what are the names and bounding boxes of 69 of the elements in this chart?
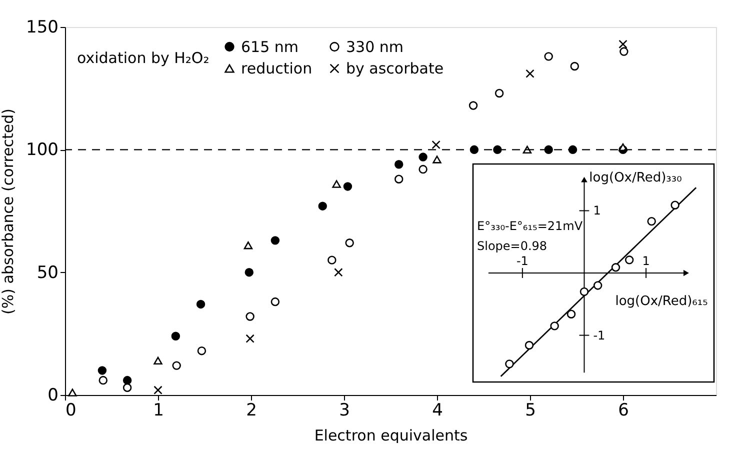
legend-label: by ascorbate	[346, 60, 444, 78]
annotation: Slope=0.98	[477, 239, 548, 253]
x-tick-label: 0	[66, 400, 76, 420]
point	[505, 360, 514, 368]
point	[154, 386, 162, 394]
point	[468, 101, 478, 110]
point	[196, 300, 206, 309]
point	[432, 156, 442, 164]
point	[171, 332, 180, 340]
legend-label: reduction	[241, 60, 312, 78]
point	[580, 287, 589, 296]
point	[332, 180, 341, 188]
point	[244, 241, 253, 250]
point	[154, 356, 162, 365]
legend-title: oxidation by H₂O₂	[77, 49, 210, 67]
y-tick-label: 50	[36, 262, 58, 283]
point	[647, 216, 656, 226]
point	[611, 263, 620, 272]
x-tick-label: 6	[618, 400, 629, 420]
point	[394, 174, 404, 184]
point	[670, 200, 680, 210]
point	[418, 164, 428, 174]
point	[270, 297, 280, 306]
point	[246, 312, 254, 321]
point	[418, 152, 428, 162]
point	[343, 182, 352, 191]
point	[68, 388, 77, 396]
point	[122, 383, 132, 392]
point	[122, 376, 132, 385]
point	[270, 236, 280, 245]
point	[197, 346, 206, 356]
annotation: E°₃₃₀-E°₆₁₅=21mV	[477, 219, 584, 233]
y-tick-label: 0	[48, 386, 58, 406]
y-tick-label: 100	[26, 140, 58, 160]
y-tick-label: 150	[26, 18, 58, 38]
point	[318, 202, 327, 210]
point	[172, 361, 181, 370]
point	[328, 256, 336, 264]
point	[593, 281, 602, 290]
legend-label: 615 nm	[241, 38, 299, 56]
y-axis-title: (%) absorbance (corrected)	[0, 108, 18, 315]
legend-label: 330 nm	[346, 38, 404, 56]
point	[620, 47, 628, 56]
point	[334, 268, 343, 277]
point	[394, 160, 404, 169]
point	[544, 52, 553, 61]
x-tick-label: 4	[432, 400, 443, 420]
x-axis-title: log(Ox/Red)₆₁₅	[615, 294, 708, 310]
y-axis-title: log(Ox/Red)₃₃₀	[589, 170, 682, 186]
x-tick-label: 1	[153, 400, 164, 420]
point	[98, 366, 107, 375]
point	[566, 310, 576, 318]
point	[345, 238, 354, 248]
point	[618, 40, 628, 49]
point	[550, 322, 559, 330]
point	[246, 334, 254, 343]
x-tick-label: 3	[339, 400, 350, 420]
point	[526, 69, 534, 78]
point	[570, 62, 579, 71]
point	[432, 140, 440, 150]
point	[493, 145, 502, 154]
x-tick-label: 2	[246, 400, 257, 420]
point	[494, 88, 504, 98]
point	[624, 256, 634, 264]
point	[244, 268, 254, 277]
point	[544, 145, 553, 154]
point	[524, 340, 534, 350]
point	[98, 376, 108, 385]
x-tick-label: 5	[525, 400, 536, 420]
